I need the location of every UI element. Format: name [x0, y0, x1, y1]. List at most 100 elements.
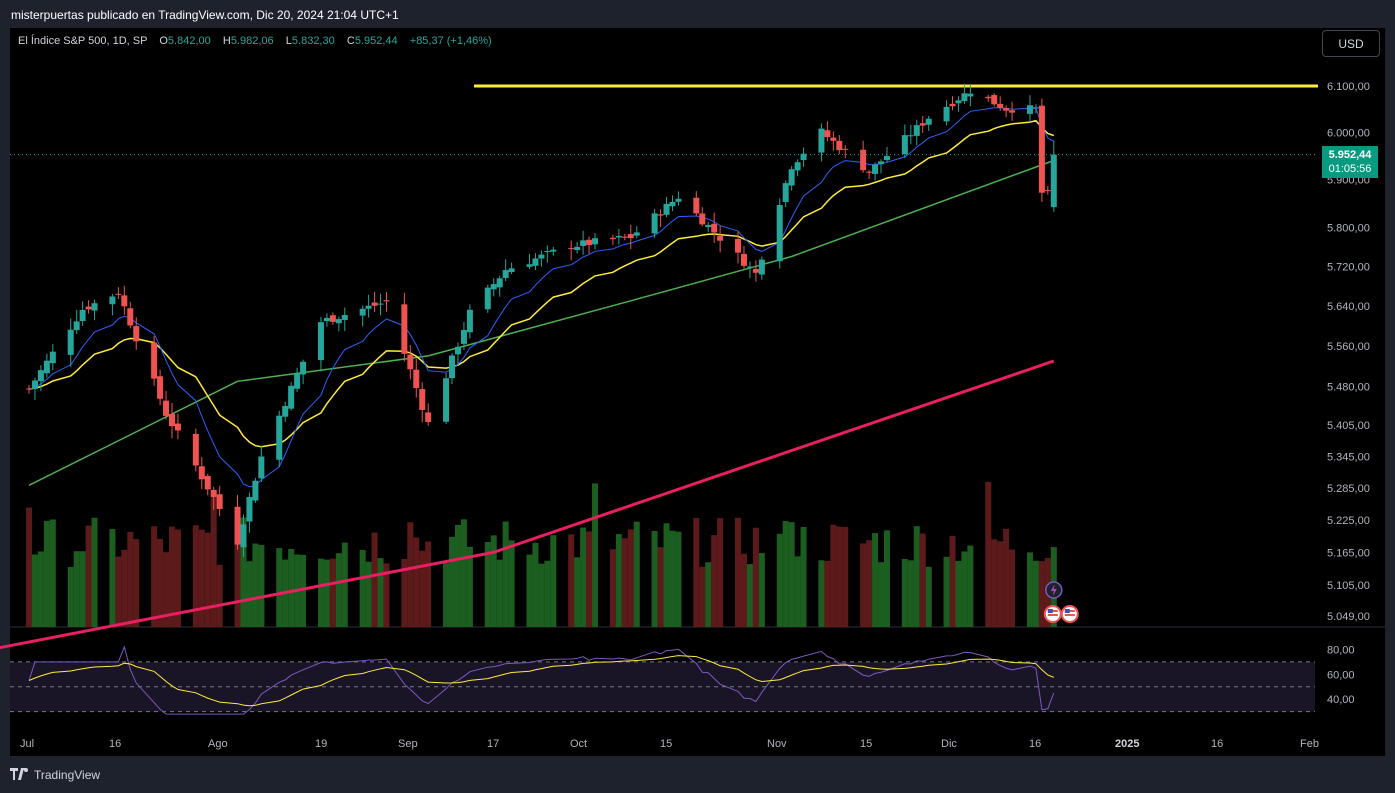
chart-area[interactable]	[10, 28, 1385, 756]
candle-body	[1026, 105, 1033, 114]
candle-body	[192, 433, 199, 466]
rsi-line	[28, 645, 1055, 715]
candle-body	[317, 322, 324, 361]
candle-body	[883, 156, 890, 161]
candle	[651, 209, 658, 238]
volume-bar	[276, 548, 283, 627]
close-label: C	[346, 35, 355, 47]
volume-bar	[550, 535, 557, 627]
candle-body	[925, 118, 932, 125]
candle-body	[157, 376, 164, 399]
candle-body	[776, 205, 783, 262]
candle-body	[1044, 190, 1051, 192]
candle-body	[550, 249, 557, 252]
candle	[985, 94, 992, 102]
time-tick-label: 16	[1211, 738, 1224, 750]
candle	[496, 275, 503, 297]
volume-bar	[460, 519, 467, 627]
candle	[502, 259, 509, 281]
volume-bar	[657, 547, 664, 627]
candle	[943, 100, 950, 126]
candle-body	[371, 302, 378, 306]
candle-body	[73, 321, 80, 331]
candle	[550, 246, 557, 256]
candle	[371, 291, 378, 312]
candle-body	[1038, 105, 1045, 193]
candle	[85, 300, 92, 314]
candle	[1003, 105, 1010, 118]
volume-bar	[872, 533, 879, 627]
volume-bar	[127, 531, 134, 627]
candle-body	[955, 100, 962, 104]
volume-bar	[252, 543, 259, 627]
volume-bar	[425, 541, 432, 627]
candle	[67, 318, 74, 367]
candle-body	[1003, 108, 1010, 111]
candle	[246, 492, 253, 533]
candle-body	[49, 351, 56, 364]
time-tick-label: Sep	[398, 738, 418, 750]
volume-bar	[91, 517, 98, 627]
lightning-icon	[1045, 581, 1063, 599]
candle	[115, 287, 122, 300]
volume-bar	[842, 526, 849, 627]
volume-bar	[329, 558, 336, 627]
time-tick-label: Nov	[767, 738, 787, 750]
candle	[121, 285, 128, 315]
candle	[133, 317, 140, 350]
candle-body	[592, 238, 599, 245]
candle	[693, 191, 700, 217]
candle	[288, 382, 295, 411]
candle	[526, 253, 533, 270]
candle-body	[26, 388, 32, 390]
symbol-legend[interactable]: El Índice S&P 500, 1D, SP O5.842,00 H5.9…	[18, 35, 492, 47]
candle	[675, 191, 682, 206]
candle	[484, 284, 491, 313]
candle	[860, 140, 867, 173]
candle	[1026, 95, 1033, 122]
candle	[740, 245, 747, 269]
candle-body	[621, 236, 628, 238]
volume-bar	[85, 525, 92, 627]
price-axis[interactable]: 6.100,006.000,005.900,005.800,005.720,00…	[1327, 81, 1370, 623]
price-tick-label: 5.105,00	[1327, 580, 1370, 592]
low-value: 5.832,30	[291, 35, 335, 47]
candle	[323, 313, 330, 327]
candle-body	[818, 128, 825, 153]
candle	[878, 159, 885, 174]
candle-body	[496, 278, 503, 288]
volume-bar	[240, 517, 247, 627]
candle	[711, 212, 718, 243]
candle	[586, 236, 593, 254]
time-tick-label: 16	[109, 738, 122, 750]
candle-body	[794, 162, 801, 171]
candle-body	[508, 268, 515, 272]
volume-bar	[907, 560, 914, 627]
candle	[568, 240, 575, 261]
volume-bar	[246, 561, 253, 627]
candle	[735, 231, 742, 264]
candle	[830, 131, 837, 151]
candle	[91, 299, 98, 321]
volume-bar	[615, 534, 622, 627]
candle-body	[788, 169, 795, 186]
currency-button[interactable]: USD	[1322, 30, 1380, 57]
candle	[216, 485, 223, 517]
volume-bar	[216, 564, 223, 627]
candle	[800, 147, 807, 167]
symbol-name[interactable]: El Índice S&P 500, 1D, SP	[18, 35, 148, 47]
brand[interactable]: TradingView	[10, 766, 100, 783]
candle-body	[121, 295, 128, 307]
change-value: +85,37 (+1,46%)	[409, 35, 492, 47]
candle-body	[109, 296, 116, 305]
candle-body	[43, 360, 50, 374]
candle	[240, 514, 247, 557]
rsi-tick-label: 60,00	[1327, 669, 1355, 681]
candle-body	[663, 203, 670, 215]
candle-body	[67, 329, 74, 355]
us-flag-icon	[1060, 605, 1079, 623]
open-value: 5.842,00	[167, 35, 211, 47]
candle-body	[842, 148, 849, 150]
volume-bar	[883, 530, 890, 627]
